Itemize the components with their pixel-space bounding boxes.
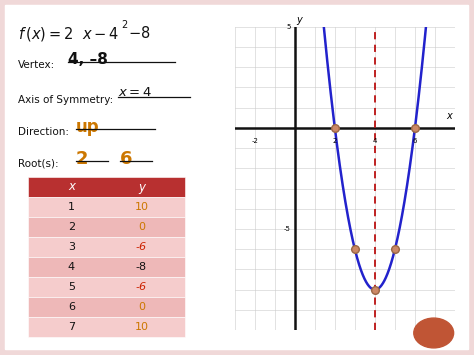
Text: -8: -8: [136, 262, 147, 272]
Text: -6: -6: [136, 282, 147, 292]
Text: -5: -5: [284, 226, 291, 232]
Text: -6: -6: [136, 242, 147, 252]
Text: 7: 7: [68, 322, 75, 332]
Text: 6: 6: [413, 138, 417, 144]
FancyBboxPatch shape: [28, 277, 185, 297]
Text: 2: 2: [76, 150, 89, 168]
Text: 5: 5: [286, 24, 291, 29]
Text: 6: 6: [68, 302, 75, 312]
Text: 3: 3: [68, 242, 75, 252]
FancyBboxPatch shape: [28, 237, 185, 257]
Text: Axis of Symmetry:: Axis of Symmetry:: [18, 95, 113, 105]
Text: 1: 1: [68, 202, 75, 212]
Text: Root(s):: Root(s):: [18, 159, 59, 169]
Text: Vertex:: Vertex:: [18, 60, 55, 70]
FancyBboxPatch shape: [28, 197, 185, 217]
Text: -2: -2: [251, 138, 258, 144]
FancyBboxPatch shape: [28, 177, 185, 197]
Text: 4: 4: [373, 138, 377, 144]
Text: x: x: [68, 180, 75, 193]
Text: 5: 5: [68, 282, 75, 292]
Text: 4: 4: [68, 262, 75, 272]
Text: $-8$: $-8$: [128, 25, 151, 41]
Text: x: x: [447, 111, 452, 121]
Text: up: up: [76, 118, 100, 136]
Text: 10: 10: [135, 322, 148, 332]
FancyBboxPatch shape: [28, 217, 185, 237]
Text: 2: 2: [333, 138, 337, 144]
Text: Direction:: Direction:: [18, 127, 69, 137]
Text: $f\,(x)=2\ \ x-4$: $f\,(x)=2\ \ x-4$: [18, 25, 119, 43]
FancyBboxPatch shape: [28, 257, 185, 277]
Text: 2: 2: [68, 222, 75, 232]
Text: y: y: [138, 180, 145, 193]
Text: 6: 6: [120, 150, 133, 168]
FancyBboxPatch shape: [28, 297, 185, 317]
Text: 0: 0: [138, 302, 145, 312]
Text: y: y: [297, 15, 302, 25]
Text: 10: 10: [135, 202, 148, 212]
FancyBboxPatch shape: [28, 317, 185, 337]
Text: 0: 0: [138, 222, 145, 232]
Text: 4, –8: 4, –8: [68, 52, 108, 67]
Text: $x=4$: $x=4$: [118, 86, 152, 99]
Text: 2: 2: [121, 20, 127, 30]
